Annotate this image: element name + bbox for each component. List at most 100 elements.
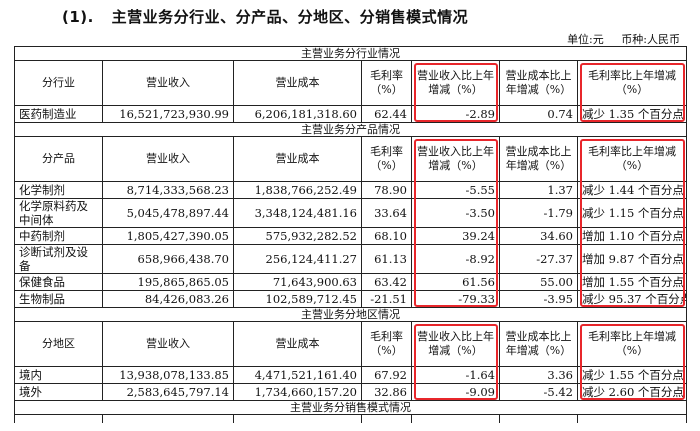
cell-revenue-change: 61.56 — [411, 273, 500, 291]
cell-cost: 1,734,660,157.20 — [233, 383, 362, 401]
header-margin-change: 毛利率比上年增减（%） — [576, 60, 688, 106]
cell-category: 诊断试剂及设备 — [14, 244, 103, 274]
cell-cost-change: 34.60 — [499, 227, 578, 245]
column-header-row: 分行业 营业收入 营业成本 毛利率（%） 营业收入比上年增减（%） 营业成本比上年增减（%… — [14, 60, 688, 106]
table-row: 境内 13,938,078,133.85 4,471,521,161.40 67.92… — [14, 366, 688, 384]
unit-line: 单位:元 币种:人民币 — [567, 31, 680, 47]
cell-cost-change: 0.74 — [499, 105, 578, 123]
cell-revenue-change: -5.55 — [411, 181, 500, 199]
table-cell — [499, 414, 578, 423]
cell-cost-change: 1.37 — [499, 181, 578, 199]
section-heading: (1). 主营业务分行业、分产品、分地区、分销售模式情况 — [62, 6, 468, 27]
header-margin-change: 毛利率比上年增减（%） — [576, 321, 688, 367]
column-header-row: 分产品 营业收入 营业成本 毛利率（%） 营业收入比上年增减（%） 营业成本比上年增减（%… — [14, 136, 688, 182]
table-row: 生物制品 84,426,083.26 102,589,712.45 -21.51 -79… — [14, 290, 688, 308]
cell-gross-margin: 62.44 — [361, 105, 412, 123]
cell-revenue-change: -3.50 — [411, 198, 500, 228]
section-title: 主营业务分产品情况 — [13, 122, 688, 137]
cell-category: 保健食品 — [14, 273, 103, 291]
header-cost: 营业成本 — [233, 136, 362, 182]
cell-cost: 4,471,521,161.40 — [233, 366, 362, 384]
header-revenue-change: 营业收入比上年增减（%） — [411, 136, 500, 182]
industry-section: 主营业务分行业情况 分行业 营业收入 营业成本 毛利率（%） 营业收入比上年增减（%） 营业… — [13, 46, 688, 123]
cell-gross-margin: 68.10 — [361, 227, 412, 245]
cell-revenue: 5,045,478,897.44 — [102, 198, 234, 228]
column-header-row: 分地区 营业收入 营业成本 毛利率（%） 营业收入比上年增减（%） 营业成本比上年增减（%… — [14, 321, 688, 367]
cell-revenue-change: -2.89 — [411, 105, 500, 123]
section-title-row: 主营业务分地区情况 — [13, 307, 688, 322]
cell-category: 化学原料药及中间体 — [14, 198, 103, 228]
cell-category: 境外 — [14, 383, 103, 401]
header-revenue: 营业收入 — [102, 321, 234, 367]
section-title: 主营业务分行业情况 — [13, 46, 688, 61]
cell-cost-change: 3.36 — [499, 366, 578, 384]
table-row: 保健食品 195,865,865.05 71,643,900.63 63.42 61.5… — [14, 273, 688, 291]
cell-revenue-change: -8.92 — [411, 244, 500, 274]
cell-category: 中药制剂 — [14, 227, 103, 245]
header-cost: 营业成本 — [233, 321, 362, 367]
table-row — [14, 414, 688, 423]
cell-gross-margin: 67.92 — [361, 366, 412, 384]
cell-category: 医药制造业 — [14, 105, 103, 123]
header-revenue: 营业收入 — [102, 60, 234, 106]
table-cell — [411, 414, 500, 423]
header-revenue-change: 营业收入比上年增减（%） — [411, 321, 500, 367]
cell-cost: 6,206,181,318.60 — [233, 105, 362, 123]
cell-margin-change: 减少 1.35 个百分点 — [576, 105, 688, 123]
cell-margin-change: 减少 1.15 个百分点 — [576, 198, 688, 228]
table-row: 医药制造业 16,521,723,930.99 6,206,181,318.60 62… — [14, 105, 688, 123]
cell-category: 生物制品 — [14, 290, 103, 308]
table-row: 化学原料药及中间体 5,045,478,897.44 3,348,124,481.1… — [14, 198, 688, 228]
header-category: 分产品 — [14, 136, 103, 182]
header-gross-margin: 毛利率（%） — [361, 60, 412, 106]
cell-cost: 256,124,411.27 — [233, 244, 362, 274]
cell-revenue: 1,805,427,390.05 — [102, 227, 234, 245]
cell-cost-change: -27.37 — [499, 244, 578, 274]
cell-revenue-change: -79.33 — [411, 290, 500, 308]
header-revenue-change: 营业收入比上年增减（%） — [411, 60, 500, 106]
table-cell — [576, 414, 688, 423]
cell-gross-margin: 33.64 — [361, 198, 412, 228]
cell-cost-change: -1.79 — [499, 198, 578, 228]
cell-revenue: 84,426,083.26 — [102, 290, 234, 308]
cell-gross-margin: 32.86 — [361, 383, 412, 401]
cell-margin-change: 减少 1.55 个百分点 — [576, 366, 688, 384]
currency-unit: 单位:元 — [567, 33, 604, 46]
cell-revenue: 13,938,078,133.85 — [102, 366, 234, 384]
section-title: 主营业务分地区情况 — [13, 307, 688, 322]
section-title: 主营业务分销售模式情况 — [13, 400, 688, 415]
table-row: 境外 2,583,645,797.14 1,734,660,157.20 32.86-… — [14, 383, 688, 401]
cell-cost: 3,348,124,481.16 — [233, 198, 362, 228]
section-title-row: 主营业务分行业情况 — [13, 46, 688, 61]
cell-cost: 102,589,712.45 — [233, 290, 362, 308]
cell-revenue: 658,966,438.70 — [102, 244, 234, 274]
cell-revenue-change: 39.24 — [411, 227, 500, 245]
section-title-row: 主营业务分销售模式情况 — [13, 400, 688, 415]
header-cost: 营业成本 — [233, 60, 362, 106]
cell-gross-margin: -21.51 — [361, 290, 412, 308]
header-margin-change: 毛利率比上年增减（%） — [576, 136, 688, 182]
heading-number: (1). — [62, 8, 94, 26]
header-cost-change: 营业成本比上年增减（%） — [499, 136, 578, 182]
cell-category: 化学制剂 — [14, 181, 103, 199]
table-row: 诊断试剂及设备 658,966,438.70 256,124,411.27 61.13… — [14, 244, 688, 274]
header-revenue: 营业收入 — [102, 136, 234, 182]
header-category: 分行业 — [14, 60, 103, 106]
cell-margin-change: 减少 2.60 个百分点 — [576, 383, 688, 401]
cell-cost-change: -3.95 — [499, 290, 578, 308]
sales-mode-section: 主营业务分销售模式情况 — [13, 400, 688, 423]
revenue-breakdown-table: 主营业务分行业情况 分行业 营业收入 营业成本 毛利率（%） 营业收入比上年增减（%） 营业… — [13, 46, 688, 423]
cell-gross-margin: 61.13 — [361, 244, 412, 274]
cell-revenue: 2,583,645,797.14 — [102, 383, 234, 401]
cell-cost-change: -5.42 — [499, 383, 578, 401]
cell-cost: 575,932,282.52 — [233, 227, 362, 245]
cell-margin-change: 减少 95.37 个百分点 — [576, 290, 688, 308]
cell-cost: 1,838,766,252.49 — [233, 181, 362, 199]
cell-revenue: 8,714,333,568.23 — [102, 181, 234, 199]
region-section: 主营业务分地区情况 分地区 营业收入 营业成本 毛利率（%） 营业收入比上年增减（%） 营业… — [13, 307, 688, 401]
cell-revenue-change: -9.09 — [411, 383, 500, 401]
table-cell — [14, 414, 103, 423]
cell-cost-change: 55.00 — [499, 273, 578, 291]
cell-margin-change: 减少 1.44 个百分点 — [576, 181, 688, 199]
header-gross-margin: 毛利率（%） — [361, 136, 412, 182]
